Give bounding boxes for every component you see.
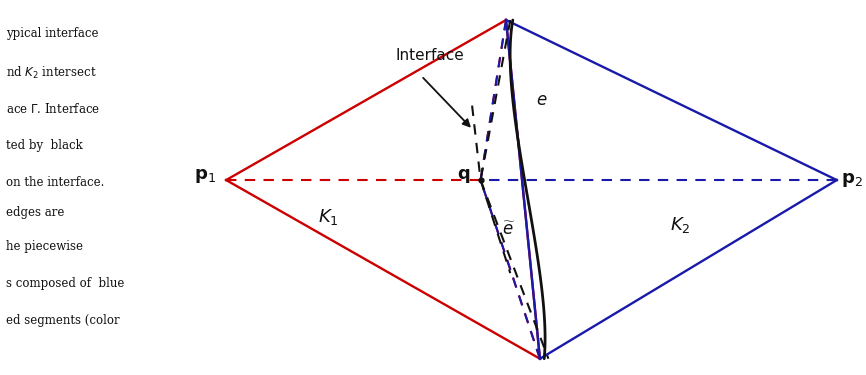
Text: ypical interface: ypical interface [6, 27, 98, 40]
Text: ed segments (color: ed segments (color [6, 314, 120, 327]
Text: $\mathbf{p}_2$: $\mathbf{p}_2$ [841, 171, 863, 189]
Text: $\widetilde{e}$: $\widetilde{e}$ [501, 221, 515, 239]
Text: ace $\Gamma$. Interface: ace $\Gamma$. Interface [6, 102, 100, 116]
Text: on the interface.: on the interface. [6, 176, 104, 189]
Text: $\mathbf{q}$: $\mathbf{q}$ [457, 167, 470, 185]
Text: edges are: edges are [6, 206, 64, 219]
Text: s composed of  blue: s composed of blue [6, 277, 124, 290]
Text: he piecewise: he piecewise [6, 240, 82, 253]
Text: $e$: $e$ [536, 91, 547, 109]
Text: nd $K_2$ intersect: nd $K_2$ intersect [6, 64, 96, 81]
Text: $K_2$: $K_2$ [669, 215, 690, 235]
Text: $\mathbf{p}_1$: $\mathbf{p}_1$ [194, 167, 216, 185]
Text: $K_1$: $K_1$ [318, 207, 339, 227]
Text: ted by  black: ted by black [6, 139, 82, 152]
Text: Interface: Interface [395, 48, 464, 63]
